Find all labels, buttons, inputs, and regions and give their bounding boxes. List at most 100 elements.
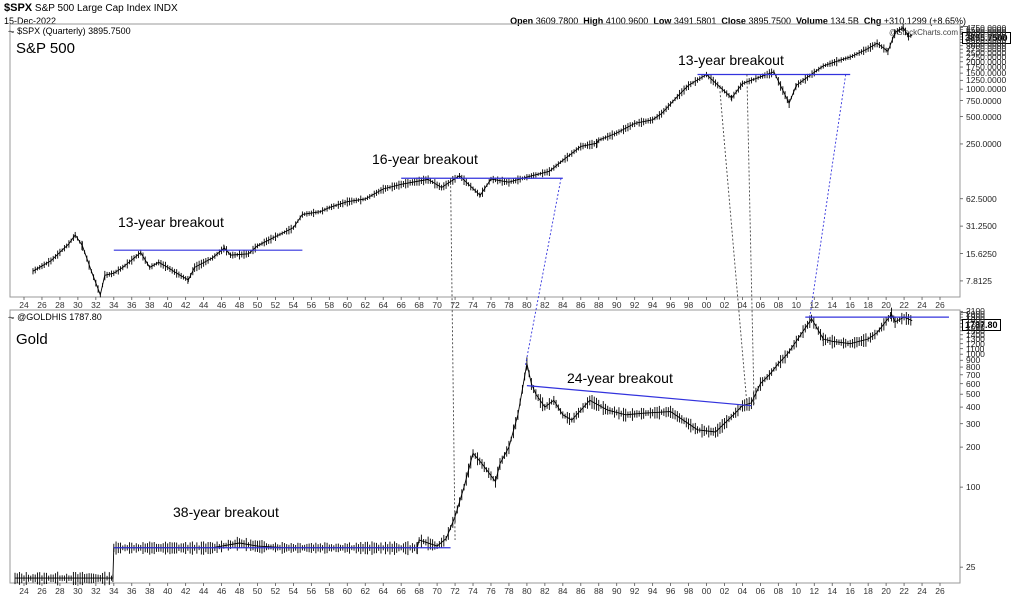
y-tick-label: 750.0000 — [966, 95, 1002, 106]
x-tick-label: 70 — [432, 586, 442, 596]
x-tick-label: 76 — [486, 300, 496, 310]
x-tick-label: 40 — [162, 586, 173, 596]
x-tick-label: 44 — [198, 586, 209, 596]
y-tick-label: 1700 — [966, 318, 985, 329]
y-tick-label: 62.5000 — [966, 193, 997, 204]
y-tick-label: 2750.0000 — [966, 44, 1007, 55]
x-tick-label: 50 — [252, 586, 263, 596]
y-tick-label: 1800 — [966, 315, 985, 326]
x-tick-label: 58 — [324, 300, 335, 310]
y-tick-label: 4500.0000 — [966, 24, 1007, 35]
breakout-connector — [809, 74, 847, 318]
x-tick-label: 20 — [881, 586, 891, 596]
x-tick-label: 84 — [558, 586, 568, 596]
top-series-label: ⏦ $SPX (Quarterly) 3895.7500 — [8, 26, 131, 37]
bottom-series-label: ⏦ @GOLDHIS 1787.80 — [8, 312, 102, 323]
y-tick-label: 2250.0000 — [966, 52, 1007, 63]
x-tick-label: 72 — [450, 586, 460, 596]
x-tick-label: 26 — [37, 586, 47, 596]
x-tick-label: 70 — [432, 300, 442, 310]
x-tick-label: 76 — [486, 586, 496, 596]
x-tick-label: 60 — [342, 300, 353, 310]
watermark: @StockCharts.com — [888, 28, 958, 37]
spx-x-axis: 24 26 28 30 32 34 36 38 40 42 44 46 48 50 52 54 56 58 60 62… — [0, 300, 1024, 312]
open-label: Open — [510, 16, 534, 26]
y-tick-label: 2000 — [966, 309, 985, 320]
x-tick-label: 04 — [737, 586, 748, 596]
x-tick-label: 30 — [73, 586, 83, 596]
y-tick-label: 2100 — [966, 306, 985, 317]
x-tick-label: 62 — [360, 300, 370, 310]
y-tick-label: 1000.0000 — [966, 84, 1007, 95]
x-tick-label: 16 — [845, 300, 855, 310]
x-tick-label: 26 — [935, 586, 945, 596]
x-tick-label: 84 — [558, 300, 568, 310]
panel-frames — [9, 23, 963, 586]
x-tick-label: 54 — [288, 586, 299, 596]
y-tick-label: 25 — [966, 562, 976, 573]
spx-last-price-tag: 3895.7500 — [962, 32, 1011, 44]
x-tick-label: 66 — [396, 586, 406, 596]
x-tick-label: 62 — [360, 586, 370, 596]
x-tick-label: 90 — [611, 586, 622, 596]
open-value: 3609.7800 — [535, 16, 579, 26]
close-label: Close — [721, 16, 746, 26]
y-tick-label: 1400 — [966, 329, 985, 340]
y-tick-label: 200 — [966, 442, 981, 453]
panel-frame — [9, 23, 961, 298]
chart-date: 15-Dec-2022 — [4, 16, 57, 26]
x-tick-label: 24 — [19, 586, 29, 596]
volume-value: 134.5B — [830, 16, 859, 26]
y-tick-label: 100 — [966, 482, 981, 493]
x-tick-label: 74 — [468, 300, 478, 310]
x-tick-label: 16 — [845, 586, 855, 596]
gold-last-price-tag: 1787.80 — [962, 319, 1001, 331]
y-tick-label: 4000.0000 — [966, 29, 1007, 40]
annotation-spx-16yr: 16-year breakout — [372, 151, 478, 167]
x-tick-label: 42 — [180, 586, 191, 596]
series-icon: ⏦ — [8, 313, 15, 322]
x-tick-label: 24 — [917, 300, 927, 310]
x-tick-label: 54 — [288, 300, 299, 310]
x-tick-label: 72 — [450, 300, 460, 310]
chg-label: Chg — [863, 16, 882, 26]
panel-frame — [9, 309, 961, 584]
x-tick-label: 94 — [647, 586, 658, 596]
breakout-connector — [746, 74, 755, 405]
y-tick-label: 1250.0000 — [966, 75, 1007, 86]
gold-price-series — [14, 307, 913, 586]
y-tick-label: 31.2500 — [966, 221, 997, 232]
chg-value: +310.1299 (+8.65%) — [883, 16, 966, 26]
low-value: 3491.5801 — [673, 16, 717, 26]
x-tick-label: 28 — [55, 300, 65, 310]
x-tick-label: 22 — [899, 586, 909, 596]
chart-header: $SPX S&P 500 Large Cap Index INDX — [4, 2, 178, 14]
y-tick-label: 1500.0000 — [966, 68, 1007, 79]
x-tick-label: 82 — [540, 300, 550, 310]
x-tick-label: 96 — [665, 300, 676, 310]
x-tick-label: 48 — [234, 586, 245, 596]
x-tick-label: 68 — [414, 300, 424, 310]
x-tick-label: 64 — [378, 586, 388, 596]
top-panel-title: S&P 500 — [16, 40, 75, 57]
volume-label: Volume — [796, 16, 828, 26]
x-tick-label: 10 — [791, 586, 802, 596]
x-tick-label: 08 — [773, 586, 784, 596]
x-tick-label: 06 — [755, 300, 766, 310]
x-tick-label: 02 — [719, 300, 730, 310]
breakout-connector — [524, 178, 562, 368]
x-tick-label: 18 — [863, 300, 873, 310]
y-tick-label: 1750.0000 — [966, 62, 1007, 73]
x-tick-label: 46 — [216, 300, 227, 310]
x-tick-label: 26 — [37, 300, 47, 310]
x-tick-label: 02 — [719, 586, 730, 596]
x-tick-label: 28 — [55, 586, 65, 596]
x-tick-label: 48 — [234, 300, 245, 310]
y-tick-label: 250.0000 — [966, 138, 1002, 149]
x-tick-label: 30 — [73, 300, 83, 310]
x-tick-label: 96 — [665, 586, 676, 596]
x-tick-label: 80 — [522, 300, 532, 310]
x-tick-label: 06 — [755, 586, 766, 596]
annotation-spx-13yr-1: 13-year breakout — [118, 214, 224, 230]
x-tick-label: 14 — [827, 586, 837, 596]
